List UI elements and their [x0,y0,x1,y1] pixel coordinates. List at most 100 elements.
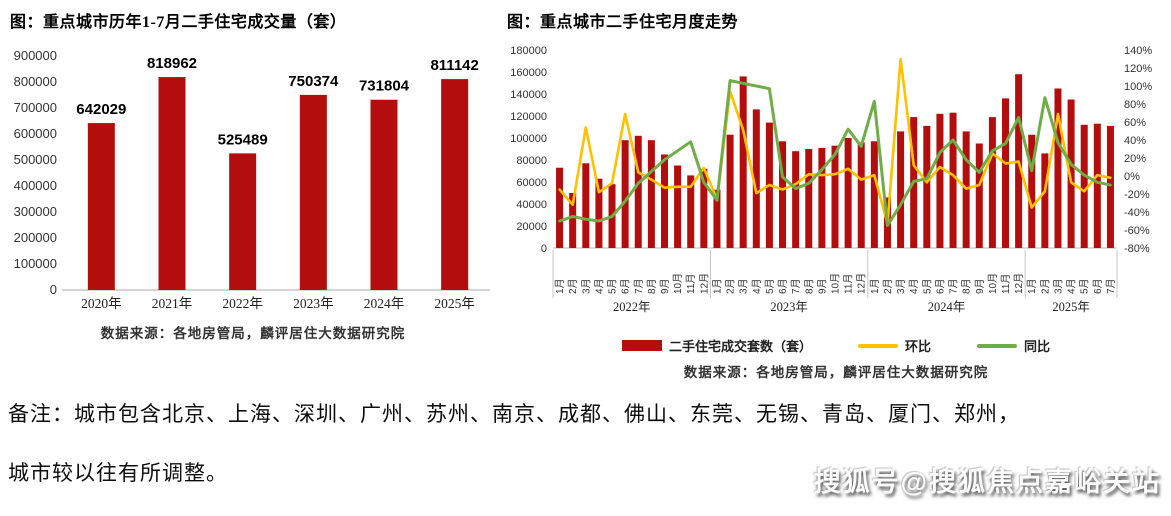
svg-text:7月: 7月 [790,278,802,294]
svg-text:120000: 120000 [510,111,547,123]
svg-text:5月: 5月 [921,278,933,294]
watermark: 搜狐号@搜狐焦点嘉峪关站 [813,467,1161,497]
svg-text:2月: 2月 [1039,278,1051,294]
svg-text:5月: 5月 [764,278,776,294]
monthly-chart-title: 图：重点城市二手住宅月度走势 [507,14,739,31]
svg-text:2020年: 2020年 [81,296,122,311]
svg-text:731804: 731804 [359,78,410,95]
svg-text:1月: 1月 [1026,278,1038,294]
svg-text:800000: 800000 [14,74,57,89]
svg-text:6月: 6月 [1092,278,1104,294]
svg-text:1月: 1月 [712,278,724,294]
svg-text:140000: 140000 [510,89,547,101]
monthly-chart-source: 数据来源：各地房管局，麟评居住大数据研究院 [683,365,989,380]
svg-text:12月: 12月 [698,273,710,294]
svg-text:11月: 11月 [685,274,697,294]
svg-text:10月: 10月 [672,273,684,294]
svg-text:60000: 60000 [516,177,547,189]
svg-text:3月: 3月 [580,278,592,294]
monthly-chart-legend: 二手住宅成交套数（套） 环比 同比 [505,336,1167,355]
svg-text:300000: 300000 [14,204,57,219]
svg-text:0: 0 [50,282,57,297]
svg-text:4月: 4月 [908,278,920,294]
svg-text:6月: 6月 [934,278,946,294]
svg-text:2月: 2月 [882,278,894,294]
svg-text:1月: 1月 [554,278,566,294]
note-line-1: 备注：城市包含北京、上海、深圳、广州、苏州、南京、成都、佛山、东莞、无锡、青岛、… [8,402,1020,426]
svg-text:180000: 180000 [510,45,547,57]
svg-text:5月: 5月 [1079,278,1091,294]
svg-text:811142: 811142 [430,57,478,74]
legend-yoy-label: 同比 [1024,339,1051,354]
svg-text:40%: 40% [1124,135,1146,147]
legend-mom-label: 环比 [904,339,931,354]
svg-text:400000: 400000 [14,178,57,193]
svg-text:100000: 100000 [14,256,57,271]
svg-text:80000: 80000 [516,155,547,167]
svg-text:80%: 80% [1124,99,1146,111]
svg-text:2023年: 2023年 [770,300,808,314]
svg-text:-40%: -40% [1124,207,1150,219]
svg-text:6月: 6月 [777,278,789,294]
note-line-2: 城市较以往有所调整。 [8,461,228,485]
svg-text:2022年: 2022年 [222,296,263,311]
svg-text:818962: 818962 [147,55,197,72]
svg-text:60%: 60% [1124,117,1146,129]
svg-text:2025年: 2025年 [1052,300,1090,314]
svg-text:2025年: 2025年 [434,296,475,311]
svg-text:7月: 7月 [948,278,960,294]
svg-text:140%: 140% [1124,45,1152,57]
svg-text:9月: 9月 [816,278,828,294]
svg-text:40000: 40000 [516,199,547,211]
svg-text:8月: 8月 [961,278,973,294]
svg-text:2023年: 2023年 [293,296,334,311]
mom-line-swatch-icon [857,343,898,348]
svg-text:10月: 10月 [987,273,999,294]
svg-text:642029: 642029 [76,101,126,118]
svg-text:-60%: -60% [1124,225,1150,237]
svg-text:120%: 120% [1124,63,1152,75]
svg-text:0%: 0% [1124,171,1140,183]
annual-bar-chart-section: 图：重点城市历年1-7月二手住宅成交量（套） 0 100000 200000 3000… [8,6,498,342]
svg-text:7月: 7月 [633,278,645,294]
svg-text:12月: 12月 [1013,273,1025,294]
svg-text:6月: 6月 [620,278,632,294]
svg-text:2022年: 2022年 [613,300,651,314]
svg-text:9月: 9月 [659,278,671,294]
legend-item-bars: 二手住宅成交套数（套） [621,336,812,355]
svg-text:2月: 2月 [567,278,579,294]
svg-text:2024年: 2024年 [364,296,405,311]
svg-text:0: 0 [541,243,547,255]
svg-text:525489: 525489 [218,131,268,148]
annual-chart-title: 图：重点城市历年1-7月二手住宅成交量（套） [10,14,347,31]
svg-text:9月: 9月 [974,278,986,294]
monthly-combo-chart-plot: 0 20000 40000 60000 80000 100000 120000 140000 1… [510,45,1152,314]
monthly-combo-chart-section: 图：重点城市二手住宅月度走势 0 20000 40000 60000 80000 1000… [505,6,1167,381]
svg-text:100%: 100% [1124,81,1152,93]
annual-chart-source: 数据来源：各地房管局，麟评居住大数据研究院 [100,326,406,341]
svg-text:4月: 4月 [1066,278,1078,294]
svg-text:750374: 750374 [288,73,339,90]
svg-text:3月: 3月 [895,278,907,294]
svg-text:7月: 7月 [1105,278,1117,294]
svg-text:200000: 200000 [14,230,57,245]
svg-text:3月: 3月 [1053,278,1065,294]
svg-text:11月: 11月 [1000,274,1012,294]
legend-item-yoy: 同比 [977,336,1050,355]
svg-text:8月: 8月 [646,278,658,294]
svg-text:100000: 100000 [510,133,547,145]
svg-text:12月: 12月 [856,273,868,294]
svg-text:11月: 11月 [843,274,855,294]
svg-text:20%: 20% [1124,153,1146,165]
legend-item-mom: 环比 [857,336,931,355]
svg-text:4月: 4月 [751,278,763,294]
svg-text:600000: 600000 [14,126,57,141]
yoy-line-swatch-icon [977,343,1017,348]
svg-text:4月: 4月 [593,278,605,294]
svg-text:3月: 3月 [738,278,750,294]
annual-bar-chart-plot: 0 100000 200000 300000 400000 500000 600000 700… [14,48,490,311]
svg-text:2021年: 2021年 [152,296,193,311]
svg-text:2月: 2月 [725,278,737,294]
legend-bar-label: 二手住宅成交套数（套） [668,339,812,354]
